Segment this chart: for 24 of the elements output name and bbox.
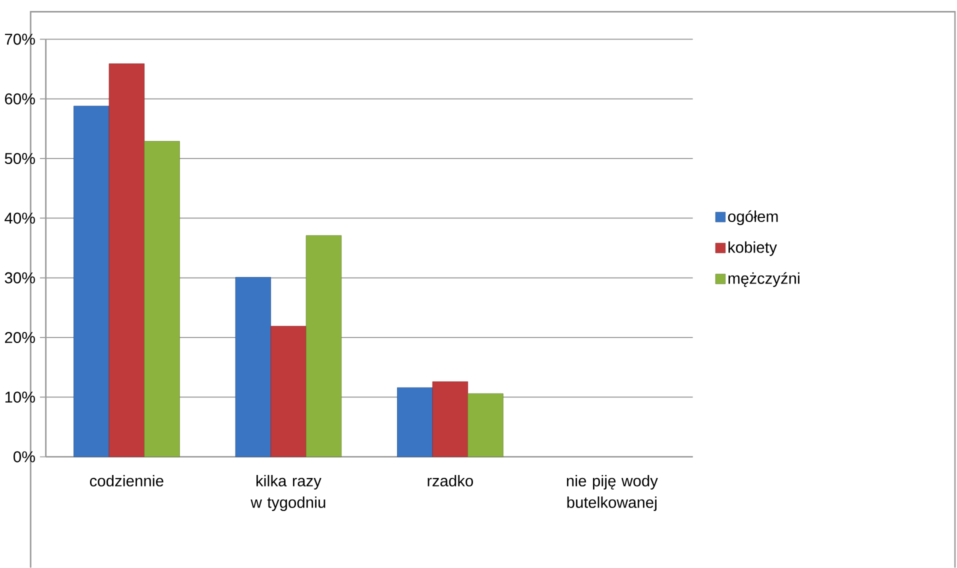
y-tick-label: 20% (5, 332, 35, 343)
y-tick-label: 70% (5, 34, 35, 45)
legend-label: ogółem (728, 210, 778, 225)
bar (432, 381, 468, 457)
bar (235, 276, 271, 457)
y-tick-label: 60% (5, 93, 35, 104)
x-tick-label: rzadko (428, 474, 473, 486)
y-tick-label: 10% (5, 391, 35, 403)
bar (468, 393, 504, 457)
y-tick-label: 30% (4, 272, 35, 284)
bar (74, 106, 110, 457)
bar (108, 63, 145, 457)
bar (144, 140, 180, 457)
bar (397, 387, 433, 457)
x-tick-label: kilka razy w tygodniu (250, 474, 326, 511)
x-tick-label: codziennie (90, 474, 164, 486)
legend-label: kobiety (728, 241, 777, 256)
y-tick-label: 50% (4, 152, 35, 164)
y-tick-label: 40% (4, 212, 35, 224)
bar (270, 326, 306, 457)
x-tick-label: nie piję wody butelkowanej (566, 474, 658, 511)
bar (306, 235, 342, 457)
y-tick-label: 0% (14, 451, 35, 462)
legend-label: mężczyźni (728, 272, 800, 287)
